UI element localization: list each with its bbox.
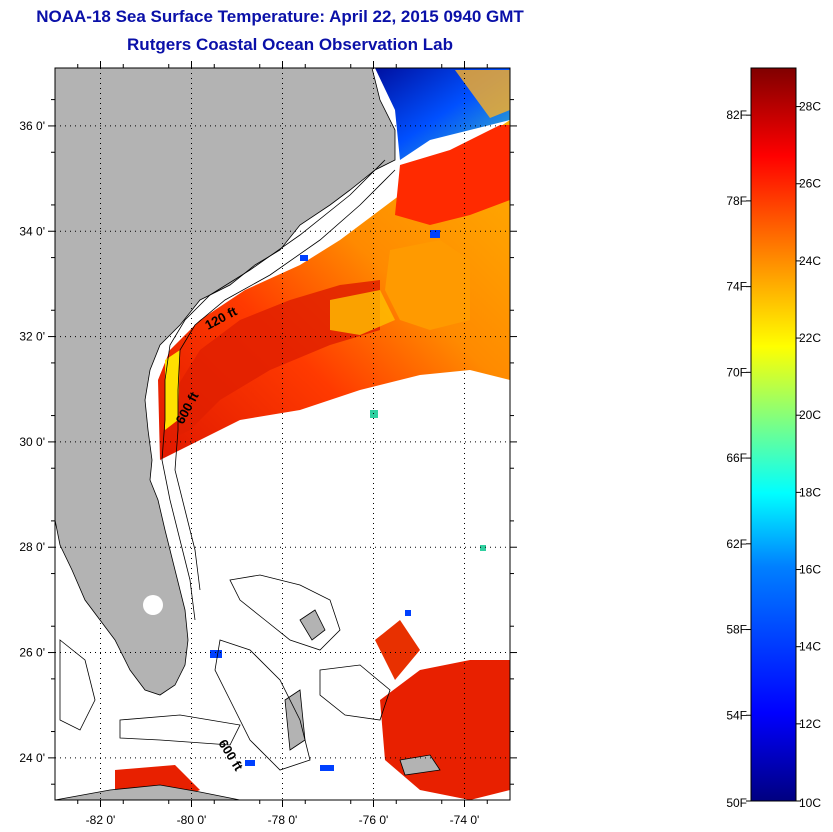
lat-lon-grid bbox=[55, 68, 510, 800]
map-plot-area: 120 ft 600 ft 600 ft bbox=[55, 68, 510, 800]
colorbar-label-celsius: 12C bbox=[799, 717, 821, 731]
lon-tick-label: -76 0' bbox=[359, 813, 389, 827]
red-band-north bbox=[395, 125, 510, 225]
lat-tick-label: 36 0' bbox=[19, 119, 45, 133]
lat-tick-label: 26 0' bbox=[19, 646, 45, 660]
colorbar-label-fahrenheit: 62F bbox=[726, 537, 747, 551]
colorbar-label-fahrenheit: 58F bbox=[726, 623, 747, 637]
lon-tick-label: -80 0' bbox=[177, 813, 207, 827]
cuba-land bbox=[55, 784, 241, 800]
colorbar-label-celsius: 22C bbox=[799, 331, 821, 345]
lat-tick-label: 34 0' bbox=[19, 224, 45, 238]
bahamas-islands bbox=[284, 609, 441, 776]
colorbar-label-fahrenheit: 66F bbox=[726, 451, 747, 465]
lat-tick-label: 24 0' bbox=[19, 751, 45, 765]
lat-tick-label: 28 0' bbox=[19, 540, 45, 554]
nearshore-yellow-fl bbox=[165, 350, 180, 430]
map-subtitle: Rutgers Coastal Ocean Observation Lab bbox=[127, 35, 453, 54]
axis-tick-labels: -82 0' -80 0' -78 0' -76 0' -74 0' 24 0' 26 0'… bbox=[19, 119, 479, 827]
colorbar-label-celsius: 18C bbox=[799, 485, 821, 499]
lon-tick-label: -74 0' bbox=[450, 813, 480, 827]
colorbar-label-celsius: 14C bbox=[799, 640, 821, 654]
lat-tick-label: 32 0' bbox=[19, 330, 45, 344]
colorbar-label-fahrenheit: 50F bbox=[726, 796, 747, 810]
bathymetry-contours bbox=[59, 159, 396, 771]
lon-tick-label: -78 0' bbox=[268, 813, 298, 827]
colorbar-label-celsius: 28C bbox=[799, 100, 821, 114]
bahamas-warm-patch bbox=[375, 620, 420, 680]
lake-okeechobee bbox=[143, 595, 163, 615]
lon-tick-label: -82 0' bbox=[86, 813, 116, 827]
colorbar-label-celsius: 20C bbox=[799, 408, 821, 422]
us-mainland-land bbox=[55, 68, 396, 696]
warm-orange-patch bbox=[385, 240, 470, 330]
colorbar-label-celsius: 26C bbox=[799, 177, 821, 191]
colorbar-label-fahrenheit: 82F bbox=[726, 108, 747, 122]
map-title: NOAA-18 Sea Surface Temperature: April 2… bbox=[36, 7, 524, 26]
colorbar-labels: 28C 26C 24C 22C 20C 18C 16C 14C 12C 10C 82F 78F 74F 7… bbox=[726, 100, 821, 810]
colorbar bbox=[750, 67, 797, 802]
axis-ticks bbox=[48, 61, 517, 807]
gulf-stream-core bbox=[170, 280, 380, 440]
cold-water-yellow-edge bbox=[455, 70, 510, 118]
colorbar-label-celsius: 16C bbox=[799, 563, 821, 577]
colorbar-label-celsius: 24C bbox=[799, 254, 821, 268]
warm-yellow-patch bbox=[330, 290, 395, 335]
colorbar-label-fahrenheit: 54F bbox=[726, 708, 747, 722]
lat-tick-label: 30 0' bbox=[19, 435, 45, 449]
colorbar-label-fahrenheit: 74F bbox=[726, 280, 747, 294]
colorbar-label-celsius: 10C bbox=[799, 796, 821, 810]
colorbar-label-fahrenheit: 70F bbox=[726, 365, 747, 379]
colorbar-label-fahrenheit: 78F bbox=[726, 194, 747, 208]
